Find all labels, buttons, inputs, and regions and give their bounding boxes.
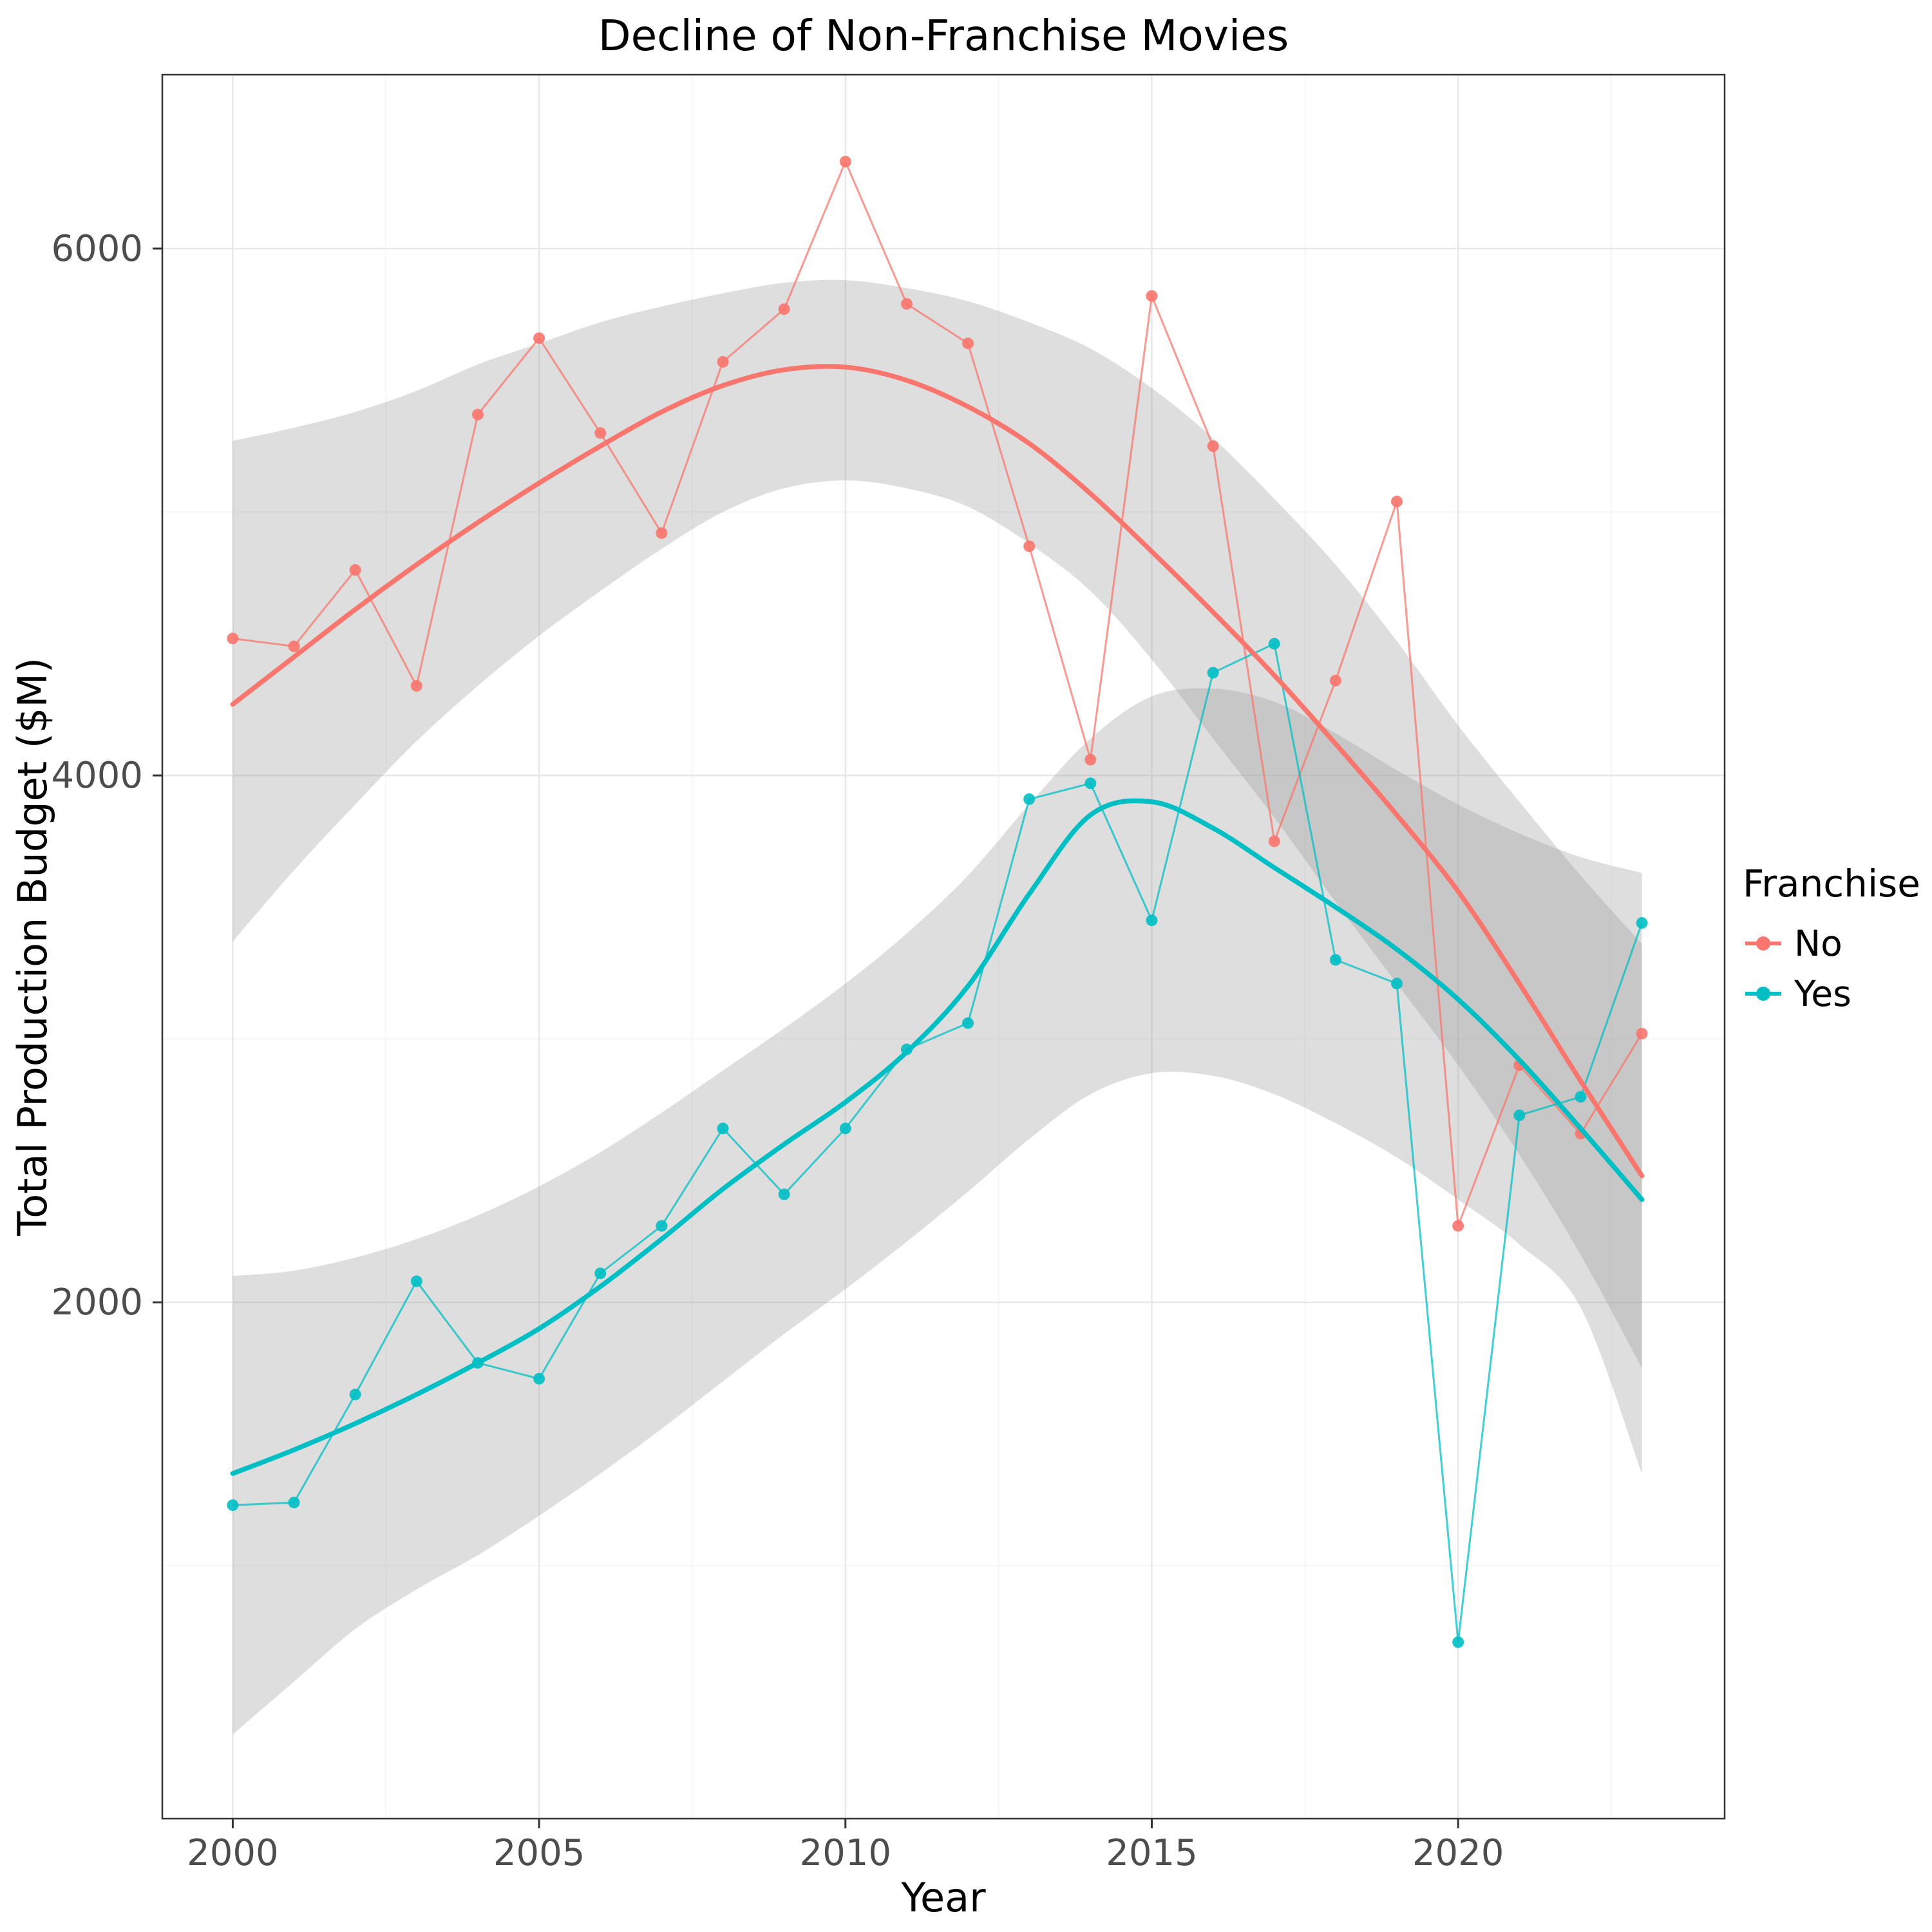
- svg-text:6000: 6000: [51, 228, 143, 270]
- legend-label-yes: Yes: [1794, 973, 1852, 1014]
- legend-key-yes-icon: [1745, 987, 1781, 1001]
- legend: Franchise No Yes: [1743, 862, 1920, 1019]
- svg-text:2020: 2020: [1412, 1832, 1504, 1874]
- svg-text:2005: 2005: [493, 1832, 585, 1874]
- data-series-lines-points: [227, 155, 1648, 1648]
- legend-title: Franchise: [1743, 862, 1920, 905]
- svg-text:2015: 2015: [1106, 1832, 1198, 1874]
- x-axis-title: Year: [900, 1874, 986, 1921]
- legend-entry-yes: Yes: [1743, 969, 1920, 1019]
- legend-entry-no: No: [1743, 918, 1920, 969]
- legend-label-no: No: [1794, 923, 1842, 964]
- confidence-ribbons: [232, 279, 1642, 1735]
- gridlines-minor: [162, 75, 1725, 1819]
- axis-tick-labels: 2000 2005 2010 2015 2020 2000 4000 6000: [51, 228, 1504, 1874]
- svg-text:2000: 2000: [51, 1282, 143, 1323]
- plot-panel: [162, 75, 1725, 1819]
- axis-ticks: [153, 247, 1459, 1828]
- chart-title: Decline of Non-Franchise Movies: [598, 11, 1289, 61]
- panel-border: [161, 73, 1726, 1820]
- smoothed-trend-lines: [230, 364, 1645, 1476]
- y-axis-title: Total Production Budget ($M): [9, 658, 56, 1236]
- legend-key-no-icon: [1745, 936, 1781, 951]
- svg-text:4000: 4000: [51, 755, 143, 797]
- svg-text:2010: 2010: [800, 1832, 892, 1874]
- svg-text:2000: 2000: [187, 1832, 279, 1874]
